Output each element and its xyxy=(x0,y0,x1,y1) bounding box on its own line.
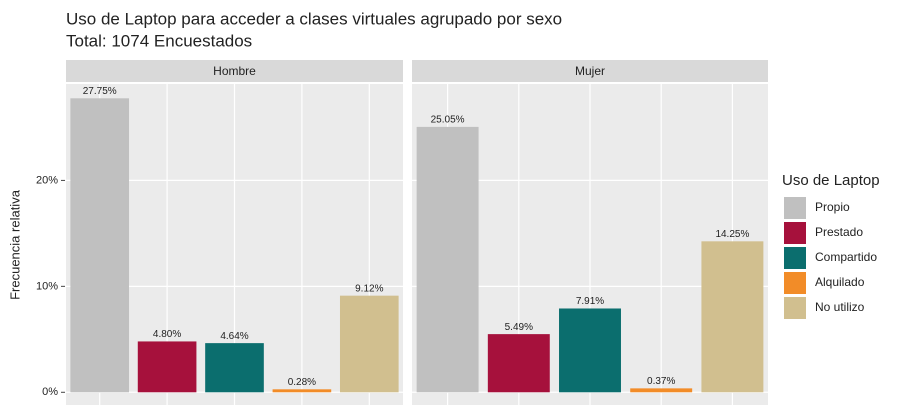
bar xyxy=(416,126,479,393)
data-label: 0.37% xyxy=(647,376,675,387)
data-label: 7.91% xyxy=(576,296,604,307)
data-label: 4.64% xyxy=(220,331,248,342)
bar xyxy=(272,389,332,393)
bar xyxy=(205,343,264,393)
data-label: 25.05% xyxy=(431,115,465,126)
data-label: 5.49% xyxy=(505,322,533,333)
chart-title: Uso de Laptop para acceder a clases virt… xyxy=(66,9,562,28)
bar xyxy=(487,334,550,393)
legend-label: No utilizo xyxy=(815,300,865,314)
y-tick-label: 20% xyxy=(36,174,58,186)
y-axis-label: Frecuencia relativa xyxy=(7,189,22,300)
facet-label: Mujer xyxy=(575,64,605,78)
legend-label: Prestado xyxy=(815,225,863,239)
legend-label: Compartido xyxy=(815,250,877,264)
bar xyxy=(701,241,764,393)
bar xyxy=(137,341,197,393)
strip xyxy=(412,60,768,82)
bar xyxy=(70,98,130,393)
data-label: 27.75% xyxy=(83,86,117,97)
bar xyxy=(339,295,399,393)
legend-swatch xyxy=(784,247,806,269)
strip xyxy=(66,60,403,82)
data-label: 9.12% xyxy=(355,283,383,294)
bar xyxy=(630,388,693,393)
legend-swatch xyxy=(784,297,806,319)
legend-swatch xyxy=(784,197,806,219)
data-label: 4.80% xyxy=(153,329,181,340)
legend-label: Propio xyxy=(815,200,850,214)
data-label: 0.28% xyxy=(288,377,316,388)
y-tick-label: 10% xyxy=(36,280,58,292)
chart-subtitle: Total: 1074 Encuestados xyxy=(66,31,252,50)
bar xyxy=(559,308,621,393)
legend-title: Uso de Laptop xyxy=(782,172,880,189)
facet-label: Hombre xyxy=(213,64,256,78)
legend-swatch xyxy=(784,222,806,244)
legend-swatch xyxy=(784,272,806,294)
data-label: 14.25% xyxy=(715,229,749,240)
y-tick-label: 0% xyxy=(42,386,58,398)
legend-label: Alquilado xyxy=(815,275,865,289)
